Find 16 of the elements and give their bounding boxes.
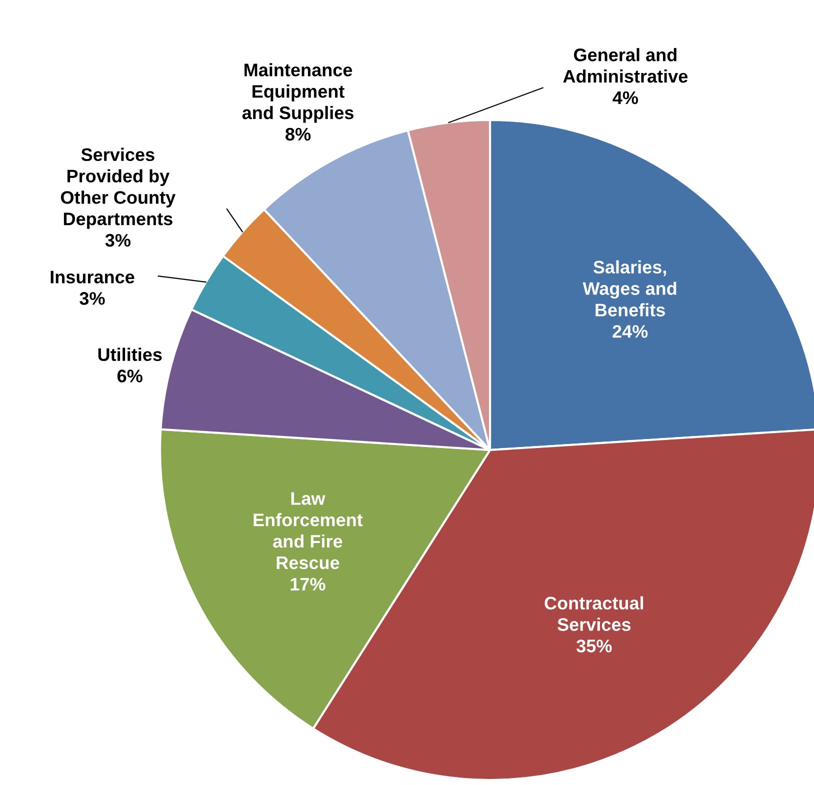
- data-label: 17%: [290, 578, 326, 591]
- slice-label: General and Administrative: [563, 48, 688, 83]
- slice-label: Utilities: [98, 348, 162, 361]
- slice-label: Services Provided by Other County Departments: [61, 148, 176, 229]
- data-label: 24%: [612, 325, 648, 338]
- data-label: 4%: [612, 91, 638, 104]
- slice-label: Law Enforcement and Fire Rescue: [254, 492, 363, 570]
- data-label: 8%: [286, 128, 311, 141]
- slice-label: Contractual Services: [544, 596, 644, 631]
- slice-label: Maintenance Equipment and Supplies: [242, 63, 354, 123]
- data-label: 35%: [576, 640, 612, 652]
- slice-label: Salaries, Wages and Benefits: [582, 260, 676, 316]
- data-label: 6%: [117, 370, 142, 382]
- slice-label: Insurance: [50, 270, 134, 284]
- data-label: 3%: [80, 292, 105, 305]
- data-label: 3%: [105, 234, 130, 247]
